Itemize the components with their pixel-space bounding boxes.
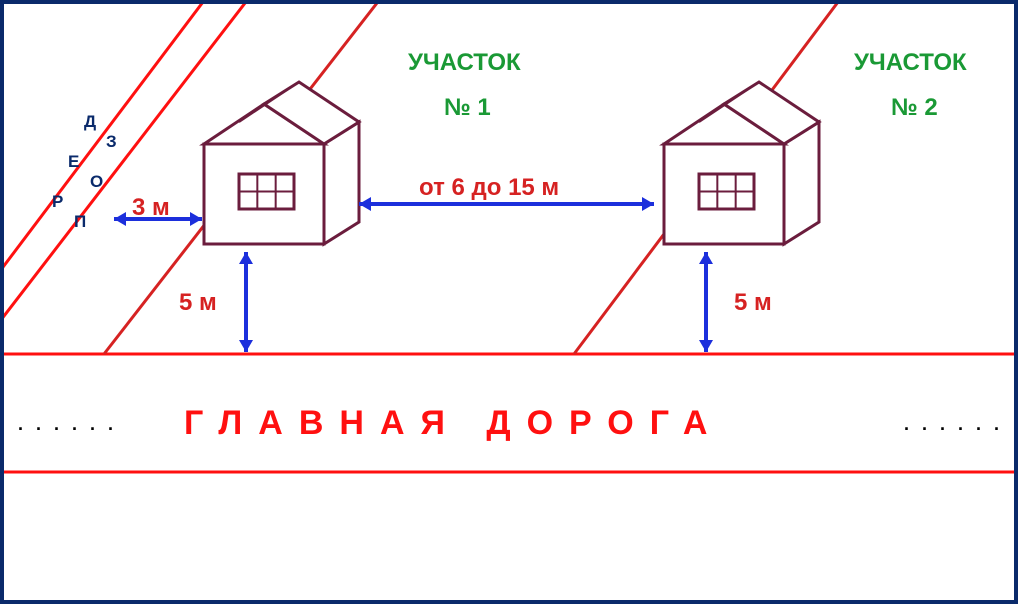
side-road-letter-4: Р (52, 192, 65, 212)
distance-left: 3 м (132, 194, 170, 222)
side-road-letter-2: Е (68, 152, 81, 172)
plot2-title: УЧАСТОК (854, 49, 967, 77)
side-road-letter-1: З (106, 132, 119, 152)
dots-left: . . . . . . (18, 414, 117, 435)
dots-right: . . . . . . (904, 414, 1003, 435)
diagram-container: УЧАСТОК № 1 УЧАСТОК № 2 3 м от 6 до 15 м 5 м 5 … (0, 0, 1018, 604)
main-road-label: ГЛАВНАЯ ДОРОГА (184, 404, 723, 443)
side-road-letter-0: Д (84, 112, 98, 132)
side-road-letter-3: О (90, 172, 105, 192)
plot1-title: УЧАСТОК (408, 49, 521, 77)
plot2-number: № 2 (891, 94, 938, 122)
distance-between: от 6 до 15 м (419, 174, 559, 202)
distance-front-2: 5 м (734, 289, 772, 317)
distance-front-1: 5 м (179, 289, 217, 317)
diagram-svg (4, 4, 1014, 600)
plot1-number: № 1 (444, 94, 491, 122)
side-road-letter-5: П (74, 212, 88, 232)
